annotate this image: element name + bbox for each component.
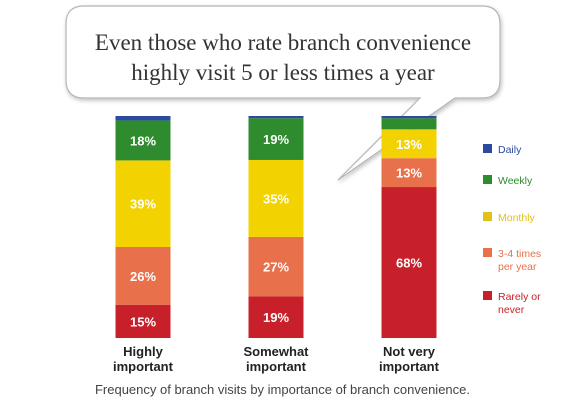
legend-swatch bbox=[483, 248, 492, 257]
bar-value-label: 26% bbox=[130, 269, 156, 284]
bars-group: 15% 26% 39% 18% 19% 27% 35% 19% 68% 13% 13% bbox=[115, 116, 437, 338]
bar-segment bbox=[381, 187, 437, 338]
bar-segment bbox=[248, 236, 304, 297]
bar-value-label: 19% bbox=[263, 132, 289, 147]
callout-line-2: highly visit 5 or less times a year bbox=[131, 60, 435, 85]
legend-label: Monthly bbox=[498, 212, 536, 224]
bar-value-label: 39% bbox=[130, 197, 156, 212]
bar-segment bbox=[381, 118, 437, 130]
bar-value-label: 19% bbox=[263, 310, 289, 325]
category-label: important bbox=[113, 359, 174, 374]
category-label: Not very bbox=[383, 344, 436, 359]
bar-segment bbox=[381, 158, 437, 188]
bar-value-label: 27% bbox=[263, 260, 289, 275]
bar-value-label: 15% bbox=[130, 314, 156, 329]
bar-segment bbox=[248, 296, 304, 338]
bar-segment bbox=[248, 118, 304, 160]
bar-value-label: 35% bbox=[263, 191, 289, 206]
bar-segment bbox=[248, 116, 304, 119]
category-label: important bbox=[246, 359, 307, 374]
legend-label: never bbox=[498, 304, 525, 316]
category-label: important bbox=[379, 359, 440, 374]
bar-segment bbox=[115, 246, 171, 305]
bar-value-label: 68% bbox=[396, 256, 422, 271]
legend-label: per year bbox=[498, 261, 537, 273]
bar-segment bbox=[248, 159, 304, 237]
bar-value-label: 13% bbox=[396, 137, 422, 152]
chart-caption: Frequency of branch visits by importance… bbox=[94, 382, 471, 397]
legend-swatch bbox=[483, 212, 492, 221]
legend-label: Weekly bbox=[498, 175, 533, 187]
bar-segment bbox=[381, 116, 437, 119]
bar-segment bbox=[115, 160, 171, 247]
legend-label: 3-4 times bbox=[498, 248, 541, 260]
category-label: Highly bbox=[123, 344, 163, 359]
bar-value-label: 18% bbox=[130, 133, 156, 148]
legend-label: Rarely or bbox=[498, 291, 541, 303]
legend-swatch bbox=[483, 175, 492, 184]
bar-value-label: 13% bbox=[396, 166, 422, 181]
bar-segment bbox=[115, 120, 171, 161]
legend-label: Daily bbox=[498, 144, 522, 156]
callout-line-1: Even those who rate branch convenience bbox=[95, 30, 471, 55]
bar-segment bbox=[115, 116, 171, 121]
bar-segment bbox=[115, 304, 171, 338]
category-label: Somewhat bbox=[243, 344, 309, 359]
bar-segment bbox=[381, 129, 437, 159]
legend-swatch bbox=[483, 291, 492, 300]
legend-swatch bbox=[483, 144, 492, 153]
